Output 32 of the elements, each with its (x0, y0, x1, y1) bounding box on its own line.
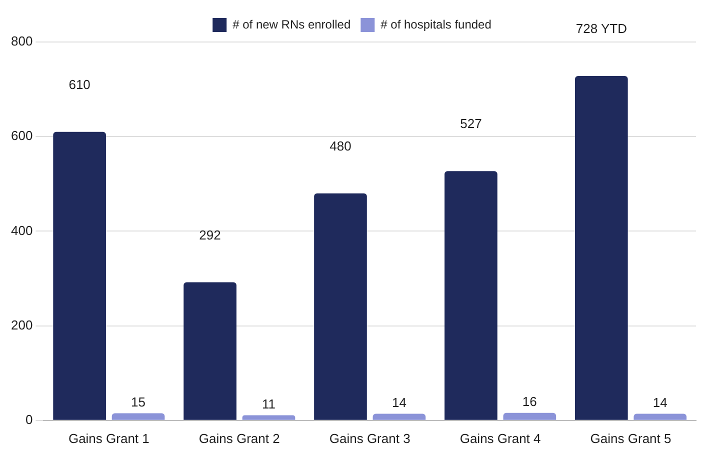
bar (503, 412, 556, 420)
x-tick-label: Gains Grant 3 (329, 430, 410, 446)
y-tick-label: 800 (10, 34, 33, 49)
data-label: 527 (460, 116, 482, 132)
bar (634, 414, 687, 420)
bar (314, 193, 367, 420)
y-tick-label: 200 (10, 317, 33, 332)
bar (184, 282, 236, 420)
bar (53, 132, 106, 420)
x-tick-label: Gains Grant 4 (460, 430, 541, 446)
bar (372, 414, 426, 420)
y-tick-label: 600 (10, 128, 33, 144)
bar (574, 76, 628, 420)
bar (242, 415, 296, 420)
y-tick-label: 400 (10, 222, 33, 238)
data-label: 11 (262, 396, 276, 412)
data-label: 14 (652, 394, 668, 410)
x-tick-label: Gains Grant 5 (590, 430, 672, 446)
data-label: 610 (68, 76, 90, 92)
data-label: 728 YTD (576, 21, 627, 36)
data-label: 14 (392, 394, 406, 410)
y-tick-label: 0 (25, 412, 33, 427)
legend-label: # of new RNs enrolled (232, 17, 351, 32)
data-label: 16 (522, 394, 537, 409)
x-tick-label: Gains Grant 2 (198, 430, 280, 446)
x-tick-label: Gains Grant 1 (68, 430, 150, 446)
data-label: 15 (131, 394, 146, 410)
legend-label: # of hospitals funded (380, 17, 492, 32)
bar (112, 413, 165, 420)
data-label: 480 (330, 138, 352, 154)
bar (444, 171, 498, 420)
data-label: 292 (199, 227, 221, 242)
